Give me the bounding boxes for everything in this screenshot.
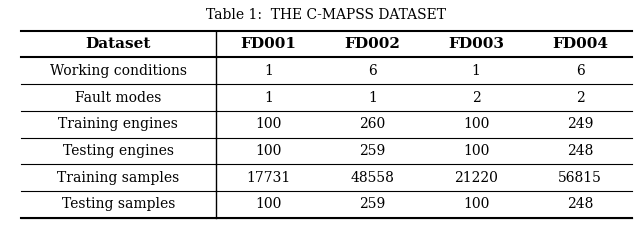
Text: 56815: 56815 [558, 171, 602, 185]
Text: 260: 260 [359, 117, 385, 131]
Text: Testing samples: Testing samples [61, 197, 175, 211]
Text: 249: 249 [567, 117, 593, 131]
Text: 1: 1 [264, 90, 273, 104]
Text: FD001: FD001 [240, 37, 296, 51]
Text: 259: 259 [359, 144, 385, 158]
Text: Fault modes: Fault modes [75, 90, 161, 104]
Text: 1: 1 [264, 64, 273, 78]
Text: 100: 100 [463, 197, 490, 211]
Text: Training engines: Training engines [58, 117, 179, 131]
Text: 248: 248 [567, 197, 593, 211]
Text: 48558: 48558 [350, 171, 394, 185]
Text: 100: 100 [463, 117, 490, 131]
Text: FD004: FD004 [552, 37, 608, 51]
Text: Working conditions: Working conditions [50, 64, 187, 78]
Text: 21220: 21220 [454, 171, 498, 185]
Text: 2: 2 [472, 90, 481, 104]
Text: 6: 6 [368, 64, 376, 78]
Text: 100: 100 [463, 144, 490, 158]
Text: 248: 248 [567, 144, 593, 158]
Text: 17731: 17731 [246, 171, 291, 185]
Text: FD003: FD003 [448, 37, 504, 51]
Text: 100: 100 [255, 117, 282, 131]
Text: 100: 100 [255, 144, 282, 158]
Text: FD002: FD002 [344, 37, 400, 51]
Text: Testing engines: Testing engines [63, 144, 174, 158]
Text: 100: 100 [255, 197, 282, 211]
Text: 259: 259 [359, 197, 385, 211]
Text: Table 1:  THE C-MAPSS DATASET: Table 1: THE C-MAPSS DATASET [206, 8, 446, 22]
Text: Training samples: Training samples [57, 171, 179, 185]
Text: 6: 6 [576, 64, 584, 78]
Text: Dataset: Dataset [86, 37, 151, 51]
Text: 2: 2 [576, 90, 584, 104]
Text: 1: 1 [368, 90, 377, 104]
Text: 1: 1 [472, 64, 481, 78]
